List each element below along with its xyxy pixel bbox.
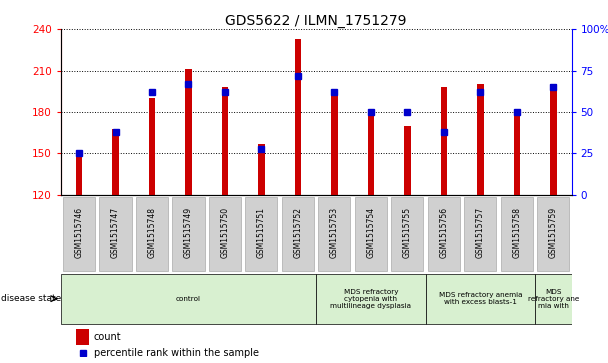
FancyBboxPatch shape xyxy=(465,196,496,271)
Bar xyxy=(258,144,264,195)
Text: GSM1515746: GSM1515746 xyxy=(75,207,83,258)
Text: GSM1515757: GSM1515757 xyxy=(476,207,485,258)
Bar xyxy=(404,126,410,195)
Text: GSM1515758: GSM1515758 xyxy=(513,207,521,258)
FancyBboxPatch shape xyxy=(61,274,316,323)
FancyBboxPatch shape xyxy=(501,196,533,271)
Bar xyxy=(222,87,228,195)
Bar xyxy=(477,84,483,195)
FancyBboxPatch shape xyxy=(282,196,314,271)
Bar xyxy=(295,39,301,195)
Text: GSM1515759: GSM1515759 xyxy=(549,207,558,258)
Text: GSM1515753: GSM1515753 xyxy=(330,207,339,258)
Text: GSM1515748: GSM1515748 xyxy=(148,207,156,258)
Text: GSM1515755: GSM1515755 xyxy=(403,207,412,258)
FancyBboxPatch shape xyxy=(209,196,241,271)
Bar xyxy=(368,112,374,195)
Text: GSM1515756: GSM1515756 xyxy=(440,207,448,258)
Bar xyxy=(514,112,520,195)
FancyBboxPatch shape xyxy=(355,196,387,271)
FancyBboxPatch shape xyxy=(426,274,535,323)
FancyBboxPatch shape xyxy=(246,196,277,271)
Bar xyxy=(331,95,337,195)
FancyBboxPatch shape xyxy=(316,274,426,323)
Bar xyxy=(149,98,155,195)
Text: GSM1515751: GSM1515751 xyxy=(257,207,266,258)
Bar xyxy=(185,69,192,195)
Text: MDS refractory anemia
with excess blasts-1: MDS refractory anemia with excess blasts… xyxy=(438,292,522,305)
FancyBboxPatch shape xyxy=(428,196,460,271)
Text: GSM1515749: GSM1515749 xyxy=(184,207,193,258)
FancyBboxPatch shape xyxy=(173,196,204,271)
Text: GSM1515754: GSM1515754 xyxy=(367,207,375,258)
Text: GSM1515747: GSM1515747 xyxy=(111,207,120,258)
FancyBboxPatch shape xyxy=(100,196,131,271)
Bar xyxy=(441,87,447,195)
Text: percentile rank within the sample: percentile rank within the sample xyxy=(94,348,259,358)
Bar xyxy=(76,329,89,345)
Text: disease state: disease state xyxy=(1,294,61,303)
Text: count: count xyxy=(94,332,122,342)
Text: MDS refractory
cytopenia with
multilineage dysplasia: MDS refractory cytopenia with multilinea… xyxy=(330,289,412,309)
FancyBboxPatch shape xyxy=(63,196,95,271)
FancyBboxPatch shape xyxy=(319,196,350,271)
FancyBboxPatch shape xyxy=(392,196,423,271)
Bar xyxy=(112,129,119,195)
Title: GDS5622 / ILMN_1751279: GDS5622 / ILMN_1751279 xyxy=(226,14,407,28)
FancyBboxPatch shape xyxy=(136,196,168,271)
Bar xyxy=(76,154,82,195)
Text: GSM1515752: GSM1515752 xyxy=(294,207,302,258)
Bar xyxy=(550,84,556,195)
FancyBboxPatch shape xyxy=(535,274,572,323)
Text: control: control xyxy=(176,296,201,302)
FancyBboxPatch shape xyxy=(537,196,569,271)
Text: GSM1515750: GSM1515750 xyxy=(221,207,229,258)
Text: MDS
refractory ane
mia with: MDS refractory ane mia with xyxy=(528,289,579,309)
